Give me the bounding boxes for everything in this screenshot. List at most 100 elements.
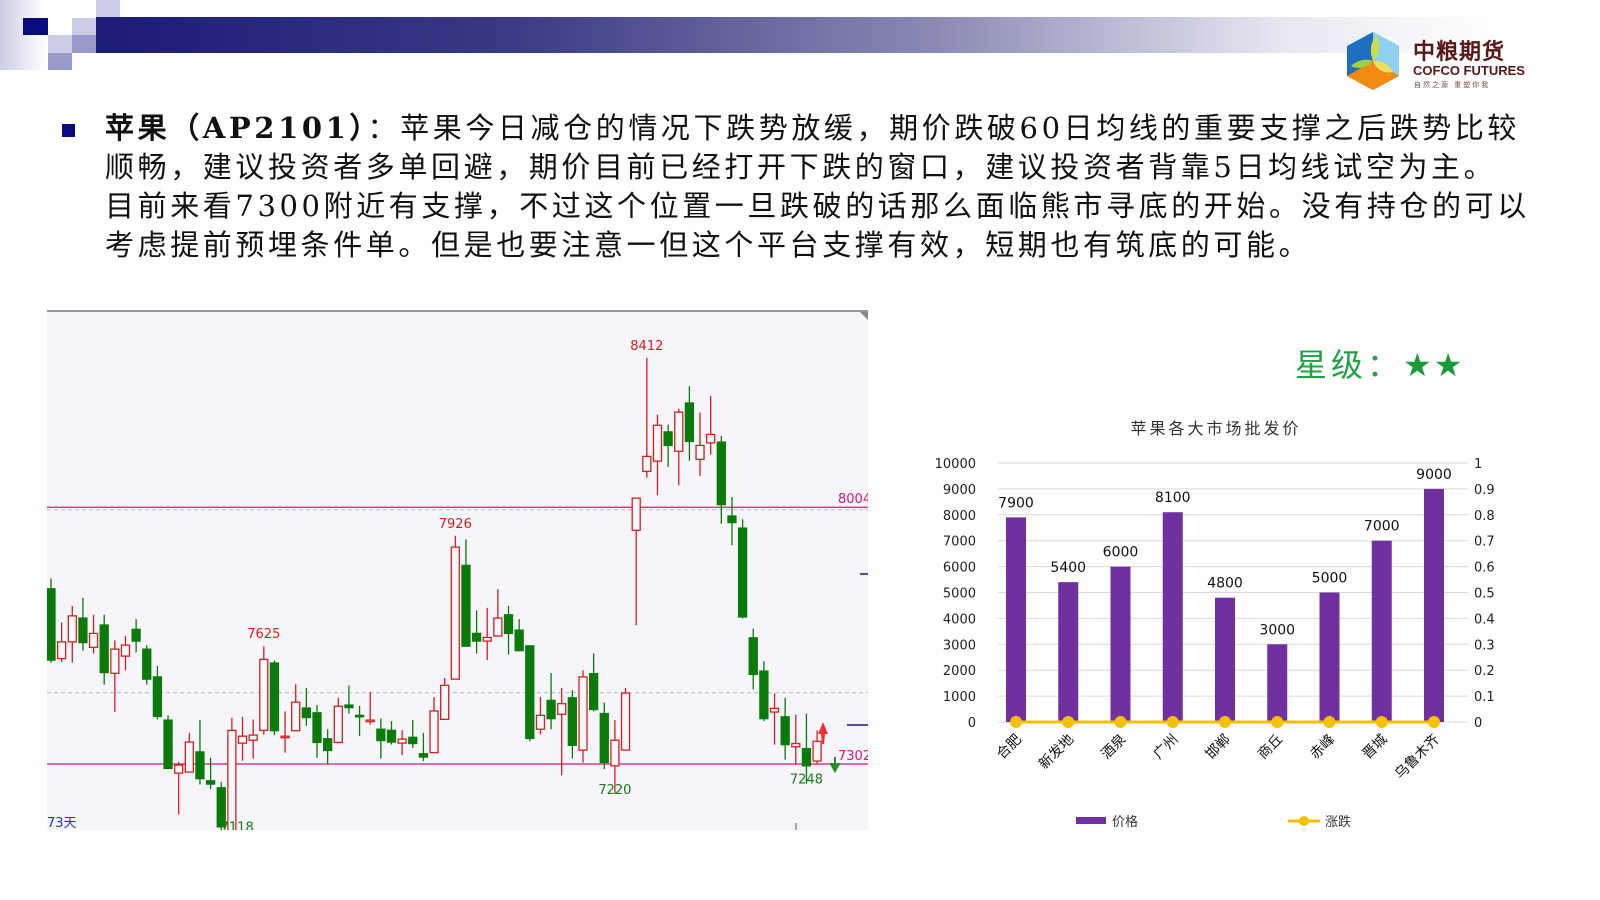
legend-label-change: 涨跌 [1325,814,1351,830]
candle-body [716,441,726,506]
candle [631,497,641,626]
paragraph-line: 苹果（AP2101）：苹果今日减仓的情况下跌势放缓，期价跌破60日均线的重要支撑… [105,109,1520,148]
y-tick-label: 2000 [943,664,976,679]
bar [1110,566,1131,722]
candle-body [248,734,258,741]
candle-body [205,780,216,785]
candle [237,716,248,761]
y2-tick-label: 0.2 [1474,664,1495,679]
bar [1371,540,1392,722]
candle [716,435,726,524]
candle [78,597,88,651]
candle [120,635,131,671]
candle-body [131,628,141,642]
candle-body [780,716,790,746]
candle [493,589,503,637]
candle [344,685,354,714]
candle [769,693,780,745]
candle-body [259,658,269,731]
candle-body [88,632,99,648]
header-square [96,0,120,17]
candle [791,714,801,765]
change-point [1219,716,1231,728]
paragraph-line: 目前来看7300附近有支撑，不过这个位置一旦跌破的话那么面临熊市寻底的开始。没有… [105,189,1530,223]
candle-body [557,702,567,715]
header-decoration-fade [0,0,46,70]
candle-body [269,662,280,732]
candle [227,717,237,830]
category-label: 新发地 [1036,732,1077,773]
candle-body [184,741,194,773]
candle-body [333,705,343,744]
change-point [1062,716,1075,728]
candle [376,718,386,759]
candle [110,640,120,713]
candle [269,660,280,736]
candle-body [599,712,609,764]
candle [216,781,226,830]
y2-tick-label: 0.4 [1474,612,1495,627]
legend-marker-change [1299,816,1309,826]
candlestick-chart-panel: 8004 7302 8412 7926 7625 7118 7220 7248 73天 [47,310,868,830]
bar [1424,488,1444,722]
bar-value-label: 6000 [1103,545,1139,561]
candle [727,496,737,546]
candle-body [514,629,524,652]
candle-body [588,673,599,711]
y-tick-label: 3000 [943,638,976,653]
y2-tick-label: 0.7 [1474,535,1495,550]
candle-body [503,614,514,635]
y2-tick-label: 0.9 [1474,483,1495,498]
candle [67,605,77,663]
y2-tick-label: 0.1 [1474,690,1495,705]
candle [397,730,407,756]
y-tick-label: 1000 [943,690,976,705]
category-label: 酒泉 [1098,731,1130,763]
header-square [72,18,96,35]
panel-corner-icon [860,312,868,320]
candle [525,645,535,742]
candle [312,705,322,758]
category-label: 合肥 [994,732,1025,763]
candle [131,619,141,653]
low-label: 7248 [790,773,823,788]
category-label: 商丘 [1255,732,1286,763]
header-square [23,18,48,35]
candle-body [418,753,429,758]
period-label: 73天 [47,816,77,830]
candle-body [461,564,471,647]
category-label: 乌鲁木齐 [1392,732,1443,783]
candle-body [110,648,120,674]
candle-body [386,729,397,743]
candle-body [312,712,322,744]
y-tick-label: 8000 [943,509,976,524]
change-point [1114,716,1127,728]
candle [333,697,343,744]
header-square [72,35,96,53]
y2-tick-label: 0.8 [1474,509,1495,524]
y2-tick-label: 0 [1474,716,1482,731]
candle-body [280,735,290,739]
candle [801,713,812,784]
candle [354,705,365,736]
candle [142,645,152,685]
header-band [96,17,1496,53]
candle [461,539,471,647]
y2-tick-label: 1 [1474,457,1482,472]
candle [471,610,482,654]
candle [759,661,769,722]
candle-body [174,764,184,774]
candle-body [237,735,248,744]
bar [1162,512,1183,722]
header-square [48,53,72,70]
candle [88,614,99,654]
candle-body [791,742,801,748]
y-tick-label: 7000 [943,535,976,550]
arrow-down-icon [829,757,841,774]
level-label: 7302 [838,749,868,764]
candle-body [344,704,354,709]
candle-body [482,636,492,642]
bar-value-label: 7000 [1364,519,1400,535]
candle-body [291,701,301,732]
candle-body [684,402,695,443]
